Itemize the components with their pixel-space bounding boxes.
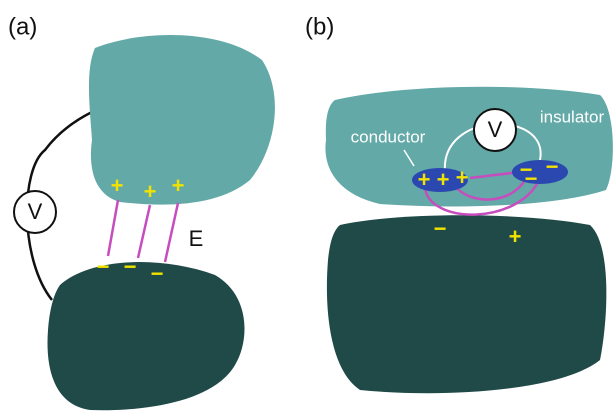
upper-body — [88, 35, 275, 205]
voltmeter — [473, 108, 517, 152]
conductor-label: conductor — [351, 127, 426, 146]
conductor — [512, 160, 568, 184]
field-lines — [423, 170, 542, 216]
charge: + — [144, 179, 157, 204]
charge: + — [418, 167, 431, 192]
insulator-body — [325, 86, 613, 207]
lower-body — [326, 215, 607, 394]
insulator-label: insulator — [540, 107, 605, 126]
voltmeter-label: V — [28, 199, 43, 224]
panel-label: (a) — [8, 13, 37, 40]
charge: + — [172, 173, 185, 198]
lower-body — [47, 262, 245, 411]
panel-label: (b) — [305, 13, 334, 40]
field-lines — [106, 199, 180, 263]
charge: − — [546, 154, 559, 179]
conductor — [412, 168, 468, 192]
charge: − — [434, 216, 447, 241]
voltmeter — [13, 190, 57, 234]
charge: − — [97, 254, 110, 279]
charge: − — [525, 166, 538, 191]
wire — [25, 110, 93, 301]
charge: − — [520, 157, 533, 182]
charge: + — [456, 165, 469, 190]
field-label: E — [189, 226, 204, 251]
charge: − — [124, 254, 137, 279]
charge: + — [509, 224, 522, 249]
charge: − — [151, 261, 164, 286]
charge: + — [437, 167, 450, 192]
charge: + — [111, 173, 124, 198]
pointer — [403, 149, 415, 167]
voltmeter-label: V — [488, 117, 503, 142]
